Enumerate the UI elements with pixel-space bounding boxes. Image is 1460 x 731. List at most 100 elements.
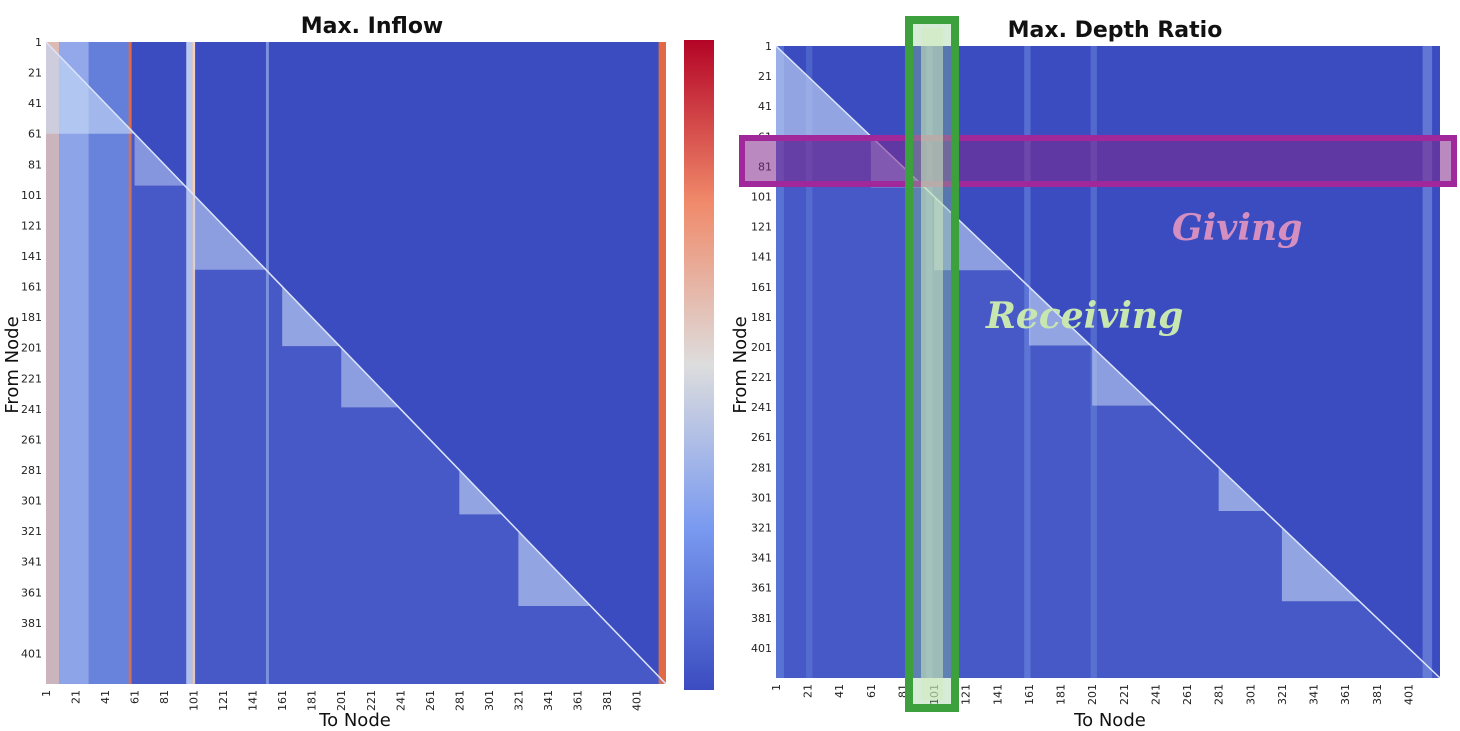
y-tick-label: 301: [21, 495, 42, 508]
heatmap-column-band: [192, 42, 196, 684]
y-tick-label: 101: [21, 189, 42, 202]
y-tick-label: 381: [751, 612, 772, 625]
y-tick-label: 141: [21, 250, 42, 263]
x-tick-label: 381: [601, 690, 614, 711]
x-tick-label: 141: [247, 690, 260, 711]
x-tick-label: 221: [1118, 684, 1131, 705]
x-tick-label: 121: [217, 690, 230, 711]
x-axis-label: To Node: [318, 710, 391, 731]
cluster-block: [134, 133, 185, 186]
y-tick-label: 401: [21, 647, 42, 660]
cluster-block: [46, 42, 135, 134]
x-tick-label: 181: [1055, 684, 1068, 705]
cluster-block: [1281, 527, 1360, 602]
y-tick-label: 301: [751, 491, 772, 504]
heatmap-column-band: [128, 42, 132, 684]
x-tick-label: 341: [542, 690, 555, 711]
x-tick-label: 21: [70, 690, 83, 704]
y-tick-label: 181: [21, 311, 42, 324]
x-tick-label: 301: [483, 690, 496, 711]
y-tick-label: 201: [21, 342, 42, 355]
x-tick-label: 261: [424, 690, 437, 711]
y-tick-label: 261: [21, 433, 42, 446]
y-tick-labels: 1214161811011211411611812012212412612813…: [751, 40, 772, 655]
y-tick-label: 321: [21, 525, 42, 538]
y-tick-label: 321: [751, 522, 772, 535]
x-tick-label: 61: [865, 684, 878, 698]
x-tick-label: 121: [960, 684, 973, 705]
cluster-block: [341, 347, 399, 408]
y-tick-label: 261: [751, 431, 772, 444]
y-tick-label: 401: [751, 642, 772, 655]
x-tick-label: 41: [833, 684, 846, 698]
x-tick-label: 321: [512, 690, 525, 711]
heatmap-column-band: [1422, 46, 1433, 678]
x-tick-label: 21: [802, 684, 815, 698]
x-tick-label: 41: [99, 690, 112, 704]
heatmap-column-band: [59, 42, 89, 684]
x-tick-label: 381: [1371, 684, 1384, 705]
max-depth-ratio-heatmap: Max. Depth Ratio 12141618110112114116118…: [730, 16, 1457, 731]
cluster-block: [282, 286, 340, 347]
y-tick-label: 241: [751, 401, 772, 414]
x-tick-label: 1: [40, 690, 53, 697]
y-tick-label: 201: [751, 341, 772, 354]
y-tick-label: 81: [28, 158, 42, 171]
y-axis-label: From Node: [730, 316, 751, 413]
y-tick-label: 21: [758, 70, 772, 83]
heatmap-column-band: [265, 42, 269, 684]
y-tick-label: 101: [751, 190, 772, 203]
x-tick-label: 241: [394, 690, 407, 711]
y-tick-label: 341: [751, 552, 772, 565]
x-tick-label: 401: [1402, 684, 1415, 705]
x-tick-label: 201: [1086, 684, 1099, 705]
x-tick-label: 161: [276, 690, 289, 711]
heatmap-column-band: [658, 42, 666, 684]
cluster-block: [193, 194, 266, 270]
x-tick-label: 341: [1308, 684, 1321, 705]
y-tick-label: 161: [21, 281, 42, 294]
y-tick-label: 381: [21, 617, 42, 630]
x-tick-label: 301: [1244, 684, 1257, 705]
heatmap-column-band: [1024, 46, 1031, 678]
y-axis-label: From Node: [2, 316, 23, 413]
x-tick-label: 281: [1213, 684, 1226, 705]
x-tick-label: 221: [365, 690, 378, 711]
y-tick-label: 41: [28, 97, 42, 110]
colorbar: [684, 40, 714, 690]
receiving-annotation: Receiving: [985, 295, 1183, 337]
heatmap-column-band: [776, 46, 784, 678]
y-tick-label: 181: [751, 311, 772, 324]
heatmap-column-band: [46, 42, 60, 684]
x-tick-label: 241: [1149, 684, 1162, 705]
cluster-block: [776, 46, 871, 137]
receiving-column-fill: [921, 28, 943, 700]
chart-title: Max. Depth Ratio: [1008, 18, 1223, 43]
y-tick-label: 1: [35, 36, 42, 49]
y-tick-labels: 1214161811011211411611812012212412612813…: [21, 36, 42, 660]
chart-title: Max. Inflow: [301, 14, 444, 39]
x-axis-label: To Node: [1073, 710, 1146, 731]
y-tick-label: 21: [28, 67, 42, 80]
giving-annotation: Giving: [1172, 207, 1302, 249]
x-tick-label: 281: [453, 690, 466, 711]
x-tick-labels: 1214161811011211411611812012212412612813…: [770, 684, 1415, 705]
cluster-block: [518, 531, 591, 607]
y-tick-label: 361: [21, 586, 42, 599]
y-tick-label: 121: [751, 221, 772, 234]
x-tick-label: 181: [306, 690, 319, 711]
y-tick-label: 281: [21, 464, 42, 477]
x-tick-label: 401: [630, 690, 643, 711]
x-tick-label: 261: [1181, 684, 1194, 705]
x-tick-label: 141: [991, 684, 1004, 705]
x-tick-label: 321: [1276, 684, 1289, 705]
y-tick-label: 141: [751, 251, 772, 264]
x-tick-label: 361: [1339, 684, 1352, 705]
heatmap-cells: [45, 41, 667, 685]
y-tick-label: 221: [751, 371, 772, 384]
x-tick-label: 201: [335, 690, 348, 711]
heatmap-column-band: [186, 42, 193, 684]
heatmap-column-band: [88, 42, 131, 684]
